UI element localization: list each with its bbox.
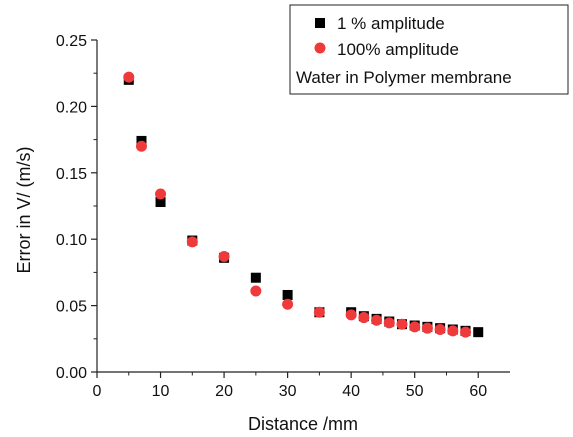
x-tick-label: 60 (469, 383, 487, 400)
series-2-point (345, 309, 357, 321)
series-1-point (155, 197, 166, 208)
series-1-point (282, 289, 293, 300)
legend-marker-circle (314, 42, 326, 54)
series-2-point (123, 71, 135, 83)
y-tick-label: 0.20 (56, 99, 87, 116)
series-1-point (473, 327, 484, 338)
x-tick-label: 50 (406, 383, 424, 400)
x-tick-label: 0 (93, 383, 102, 400)
legend-label-series-2: 100% amplitude (337, 40, 459, 59)
legend-marker-square (315, 18, 325, 28)
y-axis-label: Error in V/ (m/s) (14, 146, 34, 273)
legend-box (289, 4, 569, 95)
x-tick-label: 40 (342, 383, 360, 400)
y-tick-label: 0.15 (56, 166, 87, 183)
x-tick-label: 30 (279, 383, 297, 400)
ticks (91, 39, 479, 378)
series-2-point (186, 236, 198, 248)
x-axis-label: Distance /mm (248, 414, 358, 434)
y-tick-label: 0.10 (56, 232, 87, 249)
series-2-point (313, 306, 325, 318)
y-tick-label: 0.05 (56, 299, 87, 316)
series-2-point (421, 322, 433, 334)
series-2-point (460, 326, 472, 338)
x-tick-label: 20 (215, 383, 233, 400)
series-2-point (447, 325, 459, 337)
legend: 1 % amplitude 100% amplitude Water in Po… (289, 4, 569, 95)
tick-labels: 0 10 20 30 40 50 60 0.00 0.05 0.10 0.15 0.20 0.25 (56, 33, 487, 400)
y-tick-label: 0.25 (56, 33, 87, 50)
data-points (123, 71, 484, 338)
series-2-point (371, 314, 383, 326)
series-2-point (434, 324, 446, 336)
series-2-point (155, 188, 167, 200)
series-2-point (282, 298, 294, 310)
series-2-point (396, 318, 408, 330)
series-2-point (358, 312, 370, 324)
series-2-point (409, 321, 421, 333)
legend-annotation: Water in Polymer membrane (296, 68, 512, 87)
y-tick-label: 0.00 (56, 365, 87, 382)
series-2-point (383, 317, 395, 329)
legend-label-series-1: 1 % amplitude (337, 14, 445, 33)
series-1-point (250, 272, 261, 283)
x-tick-label: 10 (152, 383, 170, 400)
series-2-point (250, 285, 262, 297)
series-2-point (135, 140, 147, 152)
series-2-point (218, 250, 230, 262)
